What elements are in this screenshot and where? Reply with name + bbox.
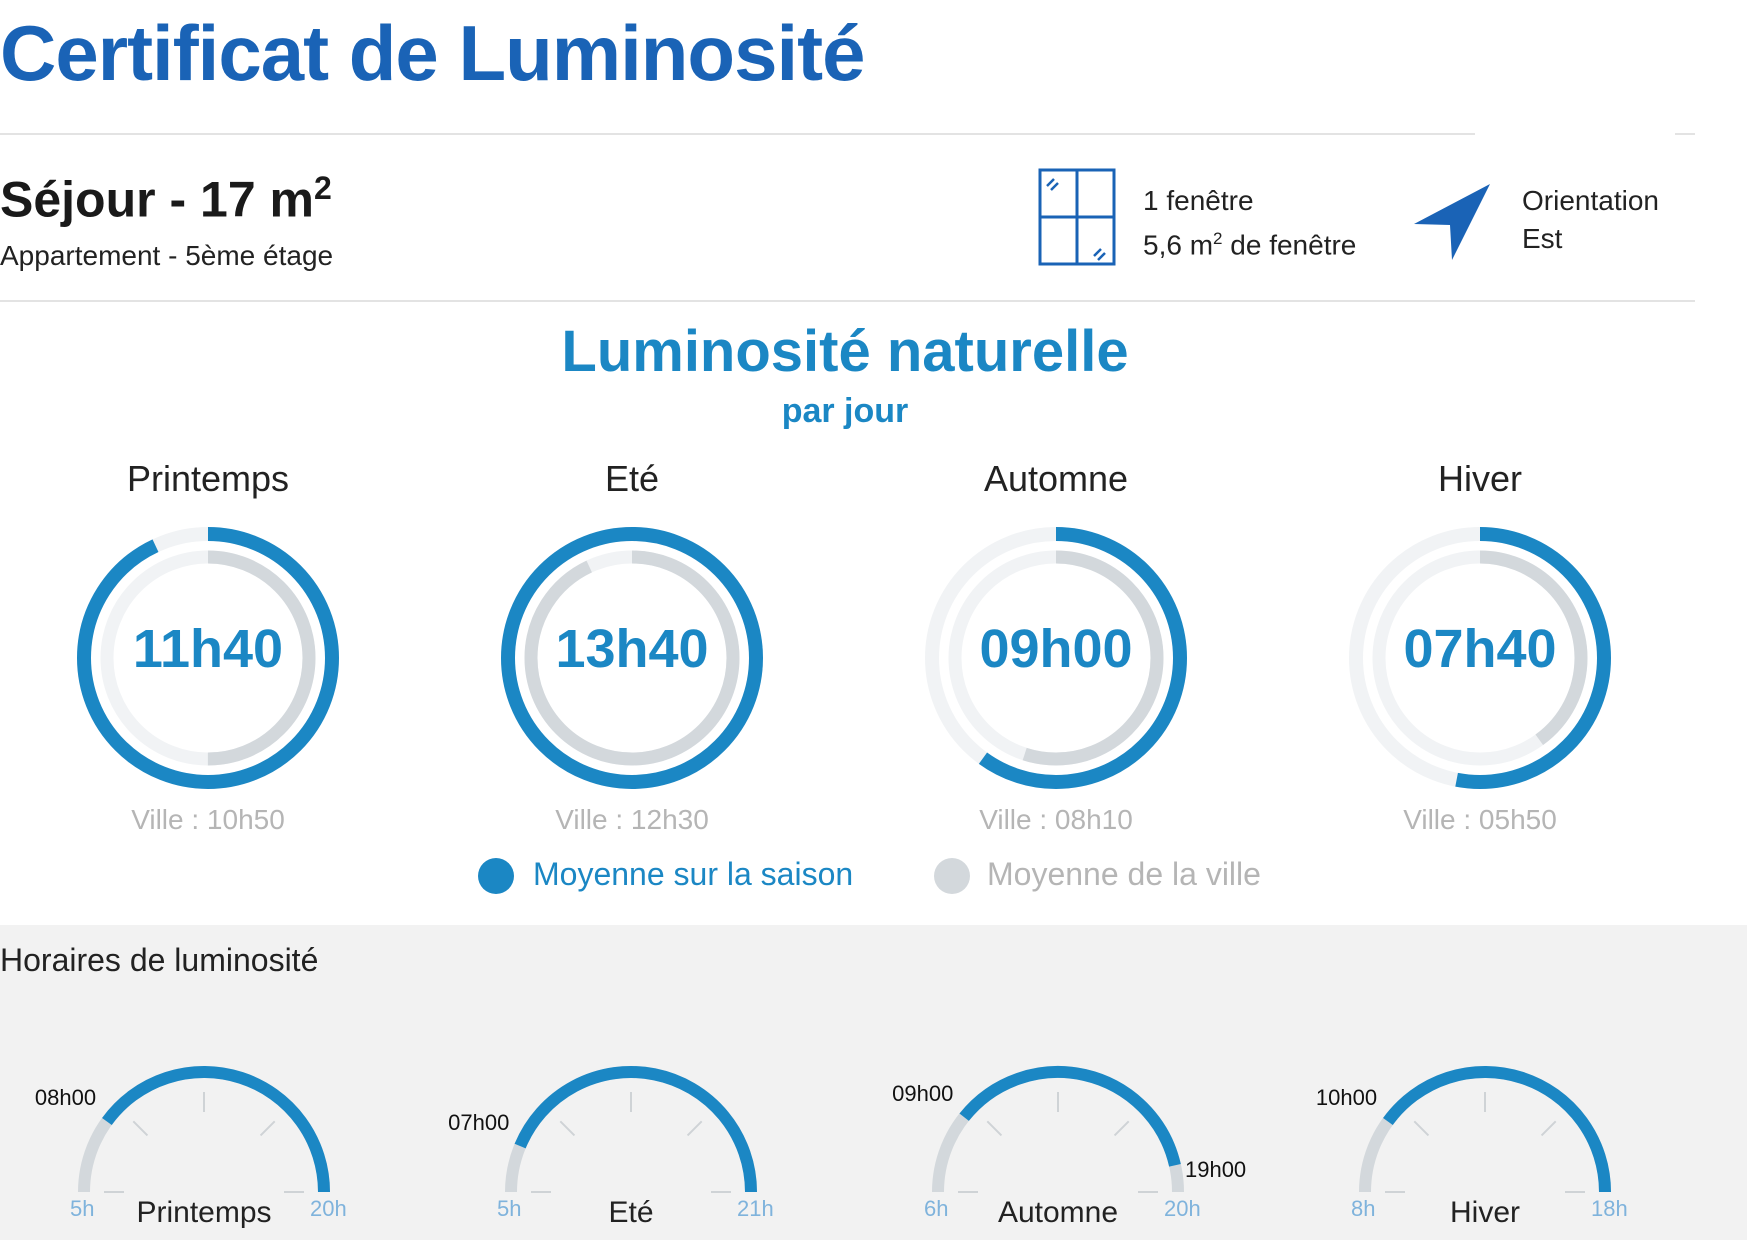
room-name: Séjour - 17 m [0, 171, 314, 228]
hours-gauge [1359, 1066, 1611, 1193]
horaires-panel [0, 925, 1747, 1240]
legend-city-label: Moyenne de la ville [987, 856, 1261, 892]
legend-season-dot [478, 858, 514, 894]
room-title: Séjour - 17 m2 [0, 170, 332, 229]
gauge-tick [259, 1120, 276, 1137]
compass-arrow-icon [1410, 178, 1492, 265]
orientation-value: Est [1522, 223, 1563, 254]
gauge-tick [1413, 1120, 1430, 1137]
season-label: Eté [604, 458, 660, 499]
city-average-label: Ville : 05h50 [1403, 804, 1557, 835]
gauge-end-time: 19h00 [1184, 1157, 1247, 1183]
gauge-start-time: 10h00 [1315, 1085, 1378, 1111]
orientation-label: Orientation [1522, 185, 1659, 216]
gauge-daylight-arc [102, 1066, 330, 1193]
season-ring [1349, 527, 1611, 789]
hours-gauge [78, 1066, 330, 1193]
gauge-tick [686, 1120, 703, 1137]
season-label: Printemps [126, 458, 290, 499]
gauge-season-label: Automne [997, 1196, 1119, 1229]
divider-top-right [1675, 133, 1695, 135]
gauge-tick [986, 1120, 1003, 1137]
season-arc [501, 527, 763, 789]
hours-gauge [505, 1066, 757, 1193]
divider-top [0, 133, 1475, 135]
city-arc [948, 550, 1164, 766]
gauge-daylight-arc [959, 1066, 1181, 1167]
window-count: 1 fenêtre [1143, 185, 1254, 216]
gauge-start-time: 09h00 [892, 1081, 954, 1107]
city-arc [100, 550, 316, 766]
window-area: 5,6 m2 de fenêtre [1143, 229, 1357, 261]
gauge-daylight-arc [514, 1066, 757, 1193]
city-average-label: Ville : 08h10 [979, 804, 1133, 835]
gauge-season-label: Printemps [136, 1196, 272, 1229]
gauge-tick [1113, 1120, 1130, 1137]
season-value: 07h40 [1403, 619, 1557, 679]
season-arc [925, 527, 1187, 789]
gauge-min-hour: 5h [70, 1196, 95, 1221]
city-average-label: Ville : 10h50 [131, 804, 285, 835]
gauge-start-time: 07h00 [448, 1110, 510, 1136]
page-title: Certificat de Luminosité [0, 9, 865, 97]
legend-city-dot [934, 858, 970, 894]
gauge-season-label: Eté [608, 1196, 654, 1229]
legend-season-label: Moyenne sur la saison [533, 856, 854, 892]
gauge-daylight-arc [1383, 1066, 1611, 1193]
gauge-track [505, 1066, 757, 1193]
gauge-max-hour: 20h [1164, 1196, 1201, 1221]
room-subtitle: Appartement - 5ème étage [0, 240, 334, 271]
gauge-track [1359, 1066, 1611, 1193]
orientation-info: Orientation Est [1522, 182, 1659, 258]
gauge-track [932, 1066, 1184, 1193]
horaires-title: Horaires de luminosité [0, 942, 319, 978]
season-value: 09h00 [979, 619, 1133, 679]
gauge-start-time: 08h00 [34, 1085, 97, 1111]
divider-middle [0, 300, 1695, 302]
season-ring [925, 527, 1187, 789]
gauge-min-hour: 5h [497, 1196, 522, 1221]
gauge-tick [1540, 1120, 1557, 1137]
gauge-tick [559, 1120, 576, 1137]
section-title: Luminosité naturelle [561, 319, 1129, 384]
section-subtitle: par jour [781, 392, 909, 430]
gauge-tick [132, 1120, 149, 1137]
room-name-sup: 2 [314, 170, 332, 206]
season-value: 11h40 [132, 619, 284, 679]
season-label: Hiver [1437, 458, 1522, 499]
gauge-max-hour: 20h [310, 1196, 347, 1221]
season-arc [1349, 527, 1611, 789]
season-label: Automne [983, 458, 1129, 499]
season-value: 13h40 [555, 619, 709, 679]
gauge-season-label: Hiver [1449, 1196, 1520, 1229]
window-icon [1038, 168, 1116, 271]
city-arc [1372, 550, 1588, 766]
window-info: 1 fenêtre 5,6 m2 de fenêtre [1143, 182, 1356, 264]
season-arc [77, 527, 339, 789]
city-average-label: Ville : 12h30 [555, 804, 709, 835]
season-ring [77, 527, 339, 789]
city-arc [524, 550, 740, 766]
gauge-max-hour: 21h [737, 1196, 774, 1221]
gauge-track [78, 1066, 330, 1193]
season-ring [501, 527, 763, 789]
hours-gauge [932, 1066, 1184, 1193]
gauge-min-hour: 8h [1351, 1196, 1376, 1221]
gauge-min-hour: 6h [924, 1196, 949, 1221]
gauge-max-hour: 18h [1591, 1196, 1628, 1221]
